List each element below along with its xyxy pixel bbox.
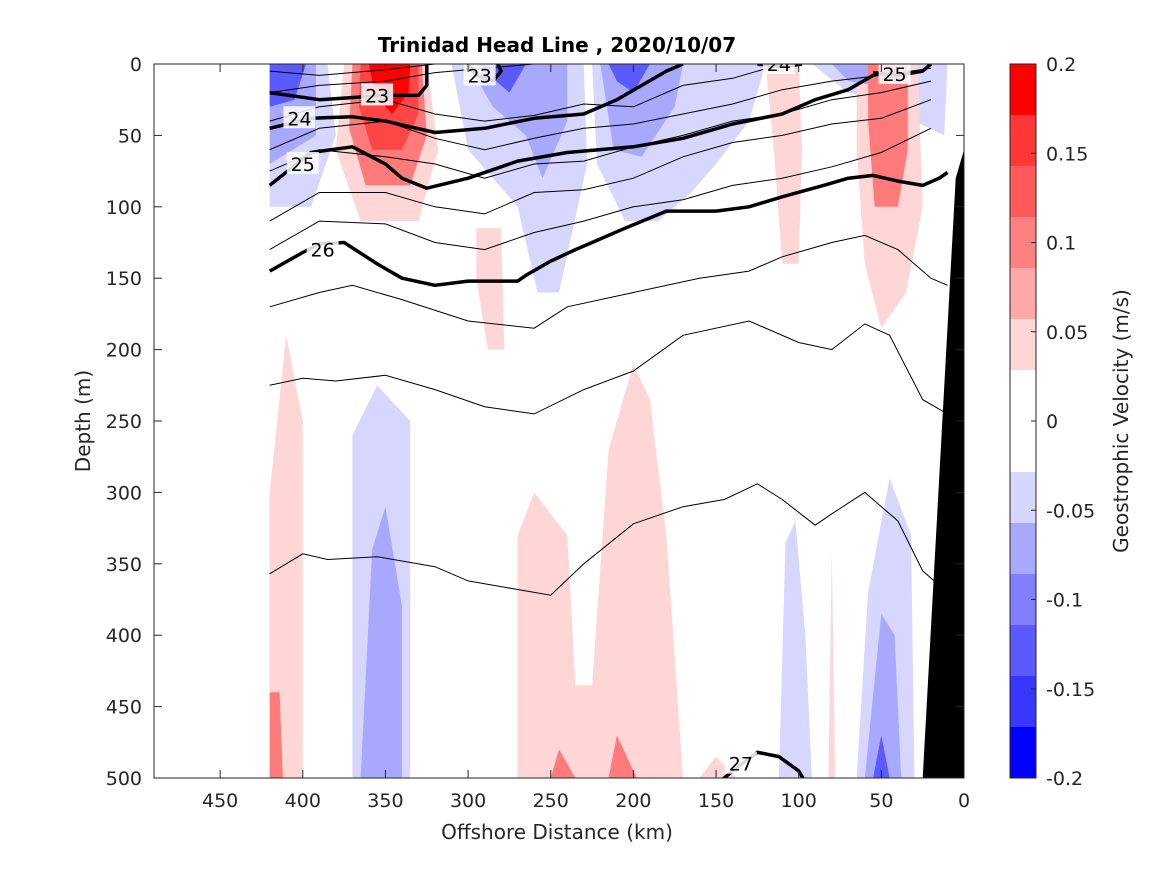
isopycnal-line [269, 99, 932, 222]
contour-label-bg [878, 64, 911, 84]
contour-label: 24 [287, 108, 311, 130]
y-tick-label: 250 [106, 411, 142, 433]
x-tick-label: 200 [615, 790, 651, 812]
colorbar: 0.2 0.15 0.1 0.05 0 -0.05 -0.1 -0.15 -0.2 [1009, 54, 1095, 790]
colorbar-tick-label: 0.05 [1046, 322, 1088, 344]
x-tick-label: 50 [869, 790, 893, 812]
isopycnal-bold-line [269, 64, 429, 102]
colorbar-segment [1010, 370, 1036, 422]
x-tick-label: 100 [781, 790, 817, 812]
y-tick-label: 150 [106, 268, 142, 290]
colorbar-segment [1010, 115, 1036, 167]
isopycnal-line [269, 320, 948, 415]
isopycnal-bold-line [268, 171, 949, 288]
colorbar-segment [1010, 166, 1036, 218]
y-tick-label: 50 [118, 125, 142, 147]
chart-title: Trinidad Head Line , 2020/10/07 [378, 33, 736, 57]
colorbar-segment [1010, 64, 1036, 116]
x-axis: 450 400 350 300 250 200 150 100 50 0 [202, 64, 970, 812]
y-tick-label: 300 [106, 482, 142, 504]
x-tick-label: 300 [450, 790, 486, 812]
velocity-patch [600, 64, 683, 157]
colorbar-segment [1010, 625, 1036, 677]
velocity-patch [828, 549, 836, 778]
isopycnal-bold-line [269, 64, 684, 135]
isopycnal-line [269, 127, 932, 251]
colorbar-segment [1010, 727, 1036, 779]
colorbar-label: Geostrophic Velocity (m/s) [1109, 289, 1133, 553]
velocity-patch [868, 64, 908, 207]
y-tick-label: 500 [106, 768, 142, 790]
x-tick-label: 400 [285, 790, 321, 812]
contour-label: 24 [767, 54, 791, 76]
plot-content: 23 23 24 24 25 25 26 27 [268, 54, 964, 778]
y-tick-label: 400 [106, 625, 142, 647]
velocity-patch [269, 335, 303, 778]
colorbar-tick-label: 0 [1046, 411, 1058, 433]
y-axis: 0 50 100 150 200 250 300 350 400 450 500 [106, 54, 964, 790]
colorbar-tick-label: -0.2 [1046, 768, 1083, 790]
isopycnal-line [269, 483, 940, 596]
velocity-patch [608, 735, 637, 778]
x-tick-label: 350 [367, 790, 403, 812]
y-tick-label: 100 [106, 197, 142, 219]
colorbar-tick-label: 0.1 [1046, 233, 1076, 255]
contour-label: 23 [468, 65, 492, 87]
y-tick-label: 450 [106, 697, 142, 719]
colorbar-segment [1010, 523, 1036, 575]
contour-label-bg [306, 237, 339, 260]
contour-label: 27 [729, 754, 753, 776]
velocity-patch [269, 64, 307, 107]
y-tick-label: 0 [130, 54, 142, 76]
x-tick-label: 150 [698, 790, 734, 812]
x-axis-label: Offshore Distance (km) [441, 820, 673, 844]
contour-label: 25 [291, 154, 315, 176]
contour-label-bg [361, 83, 394, 106]
velocity-patch [517, 363, 683, 778]
colorbar-segment [1010, 421, 1036, 473]
x-tick-label: 0 [958, 790, 970, 812]
colorbar-tick-label: -0.1 [1046, 590, 1083, 612]
contour-label: 23 [365, 85, 389, 107]
colorbar-tick-label: -0.15 [1046, 679, 1095, 701]
colorbar-tick-label: 0.2 [1046, 54, 1076, 76]
contour-label: 26 [311, 240, 335, 262]
isopycnal-bold-line [268, 70, 882, 190]
velocity-patch [476, 228, 505, 350]
colorbar-segment [1010, 268, 1036, 320]
y-tick-label: 200 [106, 340, 142, 362]
contour-label-bg [724, 751, 757, 774]
colorbar-tick-label: 0.15 [1046, 143, 1088, 165]
plot-area: 23 23 24 24 25 25 26 27 [153, 54, 965, 779]
contour-label: 25 [882, 64, 906, 86]
isopycnal-line [269, 234, 948, 329]
y-axis-label: Depth (m) [71, 370, 95, 472]
velocity-patch [778, 521, 812, 778]
velocity-patch [269, 692, 283, 778]
isopycnal-line [269, 64, 436, 76]
contour-label-bg [463, 64, 496, 86]
colorbar-tick-label: -0.05 [1046, 500, 1095, 522]
colorbar-segment [1010, 319, 1036, 371]
isopycnal-line [269, 80, 932, 179]
colorbar-segment [1010, 676, 1036, 728]
contour-label-bg [286, 151, 319, 174]
x-tick-label: 450 [202, 790, 238, 812]
velocity-patch [608, 64, 650, 93]
bathymetry [922, 149, 964, 778]
velocity-patch [873, 735, 890, 778]
x-tick-label: 250 [533, 790, 569, 812]
colorbar-segment [1010, 472, 1036, 524]
velocity-patch [550, 749, 576, 778]
contour-label-bg [762, 64, 795, 74]
contour-label-bg [283, 106, 316, 129]
y-tick-label: 350 [106, 554, 142, 576]
velocity-patch [360, 506, 402, 778]
velocity-patch [864, 613, 902, 778]
